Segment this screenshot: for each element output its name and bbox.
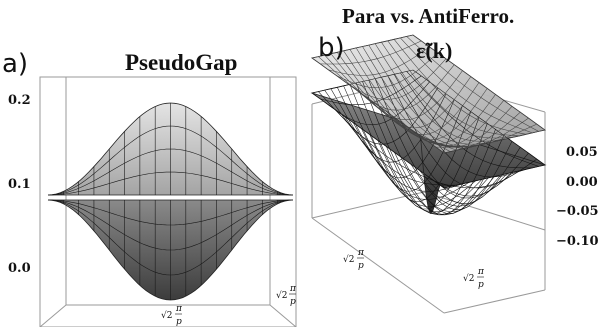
panel-a-title: PseudoGap	[125, 50, 237, 75]
panel-b-ztick-3: −0.10	[556, 234, 599, 249]
svg-text:√2: √2	[161, 310, 172, 321]
epsilon-mesh-line	[402, 135, 505, 214]
epsilon-mesh-line	[443, 129, 546, 154]
panel-b-ztick-1: 0.00	[566, 175, 598, 190]
panel-b-letter: b)	[318, 33, 345, 63]
panel-a: a) PseudoGap 0.2 0.1 0.0 √2 π p √2 π p	[2, 49, 297, 327]
epsilon-mesh-line	[393, 74, 527, 178]
epsilon-mesh-line	[419, 147, 521, 204]
svg-text:π: π	[289, 284, 297, 294]
panel-b: b) ε̃(k) Para vs. AntiFerro. 0.05 0.00 −…	[310, 4, 599, 314]
epsilon-mesh-line	[394, 94, 496, 144]
svg-text:p: p	[290, 297, 296, 307]
svg-text:√2: √2	[343, 254, 354, 265]
epsilon-mesh-line	[412, 69, 546, 166]
pseudogap-mesh-contour	[47, 125, 294, 196]
epsilon-mesh-line	[381, 42, 514, 139]
panel-b-xaxis-label: √2 π p	[343, 248, 365, 271]
pseudogap-mesh-contour	[47, 199, 294, 276]
svg-text:π: π	[357, 248, 365, 258]
svg-text:p: p	[478, 280, 484, 290]
epsilon-mesh-line	[410, 106, 513, 148]
panel-a-xaxis-label: √2 π p	[161, 304, 183, 327]
panel-a-ztick-2: 0.0	[8, 261, 31, 276]
epsilon-mesh-line	[387, 40, 520, 137]
pseudogap-mesh	[47, 103, 294, 300]
epsilon-mesh-line	[412, 34, 546, 131]
epsilon-mesh-line	[410, 141, 513, 210]
panel-a-letter: a)	[2, 49, 28, 79]
epsilon-mesh-line	[406, 36, 539, 132]
epsilon-mesh-line	[427, 152, 529, 197]
svg-text:π: π	[175, 304, 183, 314]
svg-text:p: p	[176, 317, 182, 327]
pseudogap-mesh-contour	[47, 199, 294, 251]
epsilon-mesh-line	[374, 43, 508, 142]
svg-text:π: π	[477, 267, 485, 277]
pseudogap-mesh-contour	[47, 148, 294, 196]
pseudogap-mesh-contour	[47, 171, 294, 196]
pseudogap-mesh-contour	[47, 199, 294, 226]
epsilon-mesh-line	[400, 37, 533, 134]
epsilon-mesh-line	[402, 100, 505, 147]
svg-text:p: p	[358, 261, 364, 271]
epsilon-mesh-line	[443, 164, 546, 189]
epsilon-mesh-line	[400, 72, 533, 169]
panel-a-ztick-0: 0.2	[8, 93, 31, 108]
panel-b-ztick-0: 0.05	[566, 145, 598, 160]
svg-text:√2: √2	[276, 290, 287, 301]
panel-a-ztick-1: 0.1	[8, 177, 31, 192]
epsilon-mesh-line	[368, 79, 502, 213]
panel-b-title: ε̃(k)	[416, 38, 452, 63]
epsilon-mesh	[311, 34, 546, 216]
panel-b-yaxis-label: √2 π p	[463, 267, 485, 290]
epsilon-mesh-line	[386, 88, 488, 141]
epsilon-mesh-line	[387, 75, 520, 189]
epsilon-mesh-line	[393, 39, 527, 135]
epsilon-mesh-line	[368, 44, 501, 145]
epsilon-mesh-line	[394, 129, 496, 216]
figure-header: Para vs. AntiFerro.	[342, 4, 514, 28]
svg-text:√2: √2	[463, 273, 474, 284]
epsilon-mesh-line	[386, 123, 488, 214]
panel-b-ztick-2: −0.05	[556, 204, 599, 219]
panel-a-yaxis-label: √2 π p	[276, 284, 297, 307]
